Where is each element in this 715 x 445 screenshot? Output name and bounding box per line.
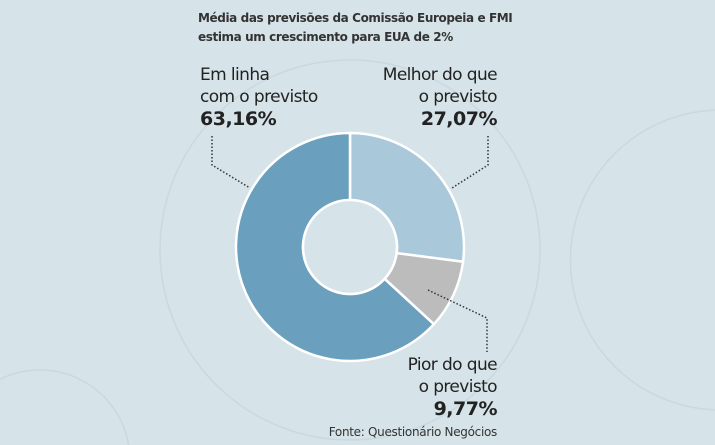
title-line: estima um crescimento para EUA de 2% [198,30,453,44]
background-circles [0,59,715,445]
source-note: Fonte: Questionário Negócios [328,425,498,439]
label-line: Melhor do que [382,65,498,85]
data-label: 63,16% [200,108,277,130]
label-line: Pior do que [407,355,498,375]
label-line: o previsto [418,377,498,397]
title-line: Média das previsões da Comissão Europeia… [198,11,513,25]
data-label: 9,77% [433,398,498,420]
label-line: o previsto [418,87,498,107]
label-em-linha: Em linha com o previsto 63,16% [200,64,318,130]
leader-lines [211,136,489,352]
donut-hole [301,198,399,296]
label-line: com o previsto [200,87,318,107]
label-line: Em linha [200,65,270,85]
chart-title: Média das previsões da Comissão Europeia… [198,9,513,47]
data-label: 27,07% [420,108,498,130]
label-pior: Pior do que o previsto 9,77% [407,354,498,420]
label-melhor: Melhor do que o previsto 27,07% [382,64,498,130]
